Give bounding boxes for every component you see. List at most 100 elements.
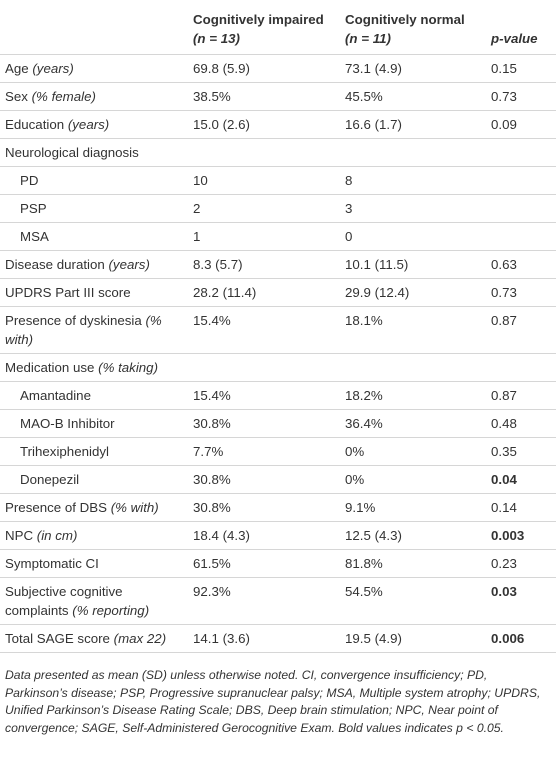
header-cell: p-value [491,8,556,55]
value-cell: 19.5 (4.9) [345,624,491,653]
value-cell: 18.4 (4.3) [193,521,345,550]
footnote: Data presented as mean (SD) unless other… [5,668,541,735]
cell-value: 18.1% [345,313,383,328]
row-label-cell: Education (years) [0,110,193,139]
value-cell: 18.1% [345,306,491,354]
row-label-cell: Donepezil [0,465,193,494]
cell-value: 14.1 (3.6) [193,631,250,646]
header-text: (n = 13) [193,31,240,46]
value-cell [491,138,556,167]
value-cell: 0.15 [491,54,556,83]
row-label: Total SAGE score [5,631,110,646]
value-cell: 7.7% [193,437,345,466]
cell-value: 10 [193,173,208,188]
row-label: UPDRS Part III score [5,285,131,300]
row-label-cell: MAO-B Inhibitor [0,409,193,438]
value-cell: 28.2 (11.4) [193,278,345,307]
value-cell: 0% [345,465,491,494]
value-cell: 45.5% [345,82,491,111]
data-table: Cognitively impaired (n = 13) Cognitively… [0,8,556,653]
row-label: NPC [5,528,34,543]
p-value: 0.87 [491,313,517,328]
value-cell [491,353,556,382]
cell-value: 18.2% [345,388,383,403]
row-label-cell: Total SAGE score (max 22) [0,624,193,653]
value-cell: 0.23 [491,549,556,578]
value-cell: 10.1 (11.5) [345,250,491,279]
row-label-cell: Disease duration (years) [0,250,193,279]
row-label-cell: Age (years) [0,54,193,83]
row-label: Amantadine [20,388,91,403]
table-row: Disease duration (years) 8.3 (5.7) 10.1 (1… [0,250,556,279]
cell-value: 92.3% [193,584,231,599]
table-row: UPDRS Part III score 28.2 (11.4) 29.9 (12.… [0,278,556,307]
value-cell: 38.5% [193,82,345,111]
cell-value: 12.5 (4.3) [345,528,402,543]
value-cell: 0.003 [491,521,556,550]
value-cell: 36.4% [345,409,491,438]
value-cell: 15.4% [193,381,345,410]
value-cell: 73.1 (4.9) [345,54,491,83]
row-label-note: (max 22) [113,631,167,646]
cell-value: 36.4% [345,416,383,431]
cell-value: 45.5% [345,89,383,104]
value-cell: 0 [345,222,491,251]
table-row: MAO-B Inhibitor 30.8% 36.4% 0.48 [0,409,556,438]
header-text: Cognitively normal [345,12,465,27]
row-label: Education [5,117,65,132]
value-cell: 81.8% [345,549,491,578]
cell-value: 3 [345,201,353,216]
value-cell: 0.006 [491,624,556,653]
cell-value: 61.5% [193,556,231,571]
value-cell: 0.87 [491,381,556,410]
value-cell: 29.9 (12.4) [345,278,491,307]
value-cell: 8.3 (5.7) [193,250,345,279]
table-row: NPC (in cm) 18.4 (4.3) 12.5 (4.3) 0.003 [0,521,556,550]
value-cell: 30.8% [193,409,345,438]
p-value: 0.006 [491,631,525,646]
p-value: 0.87 [491,388,517,403]
header-text: (n = 11) [345,31,391,46]
value-cell: 0.04 [491,465,556,494]
table-row: Total SAGE score (max 22) 14.1 (3.6) 19.5 … [0,624,556,653]
p-value: 0.09 [491,117,517,132]
row-label: PSP [20,201,47,216]
row-label-note: (years) [108,257,150,272]
value-cell: 0.48 [491,409,556,438]
table-row: Subjective cognitive complaints (% repor… [0,577,556,625]
table-row: PSP 2 3 [0,194,556,223]
row-label: MSA [20,229,49,244]
cell-value: 8.3 (5.7) [193,257,243,272]
p-value: 0.48 [491,416,517,431]
cell-value: 0% [345,444,365,459]
table-row: Trihexiphenidyl 7.7% 0% 0.35 [0,437,556,466]
p-value: 0.73 [491,285,517,300]
cell-value: 81.8% [345,556,383,571]
value-cell: 15.4% [193,306,345,354]
row-label: Disease duration [5,257,105,272]
row-label: Presence of DBS [5,500,107,515]
p-value: 0.03 [491,584,517,599]
value-cell [345,138,491,167]
value-cell: 14.1 (3.6) [193,624,345,653]
p-value: 0.35 [491,444,517,459]
cell-value: 18.4 (4.3) [193,528,250,543]
p-value: 0.04 [491,472,517,487]
cell-value: 30.8% [193,500,231,515]
value-cell: 92.3% [193,577,345,625]
cell-value: 15.0 (2.6) [193,117,250,132]
row-label-note: (years) [32,61,74,76]
row-label-cell: PSP [0,194,193,223]
row-label: Age [5,61,29,76]
value-cell: 10 [193,166,345,195]
table-body: Age (years) 69.8 (5.9) 73.1 (4.9) 0.15 Sex (… [0,54,556,653]
header-row: Cognitively impaired (n = 13) Cognitively… [0,8,556,55]
row-label-cell: Sex (% female) [0,82,193,111]
row-label: Subjective cognitive complaints [5,584,123,618]
row-label-cell: Presence of DBS (% with) [0,493,193,522]
row-label-cell: Presence of dyskinesia (% with) [0,306,193,354]
value-cell: 30.8% [193,493,345,522]
row-label-note: (% female) [31,89,96,104]
row-label: Neurological diagnosis [5,145,139,160]
table-row: Education (years) 15.0 (2.6) 16.6 (1.7) 0.0… [0,110,556,139]
